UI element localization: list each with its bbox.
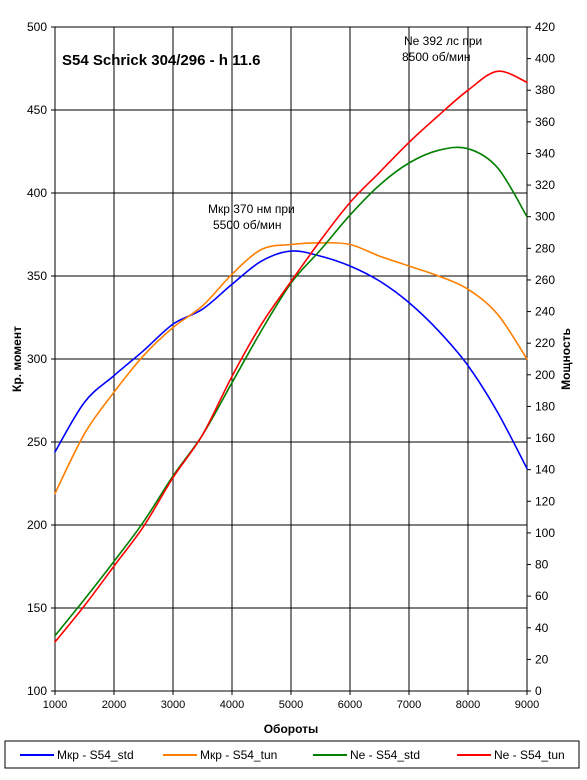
power-peak-annotation-line-1: Ne 392 лс при (404, 34, 482, 48)
series-line-3 (54, 146, 528, 637)
left-y-tick-label: 350 (27, 269, 47, 283)
right-y-tick-label: 0 (535, 684, 542, 698)
x-tick-label: 7000 (397, 699, 421, 711)
x-tick-label: 9000 (515, 699, 539, 711)
right-y-tick-label: 100 (535, 526, 555, 540)
left-axis-title: Кр. момент (10, 326, 24, 392)
series-lines (54, 70, 528, 643)
left-y-tick-label: 150 (27, 601, 47, 615)
right-y-tick-label: 180 (535, 399, 555, 413)
right-y-tick-label: 120 (535, 494, 555, 508)
left-y-tick-label: 250 (27, 435, 47, 449)
right-y-tick-label: 80 (535, 558, 549, 572)
right-y-tick-label: 360 (535, 115, 555, 129)
legend-label-2: Мкр - S54_tun (200, 748, 277, 762)
right-y-tick-label: 20 (535, 652, 549, 666)
x-tick-label: 6000 (338, 699, 362, 711)
x-tick-label: 2000 (102, 699, 126, 711)
right-y-tick-label: 420 (535, 20, 555, 34)
right-y-tick-label: 60 (535, 589, 549, 603)
left-y-tick-label: 400 (27, 186, 47, 200)
left-y-tick-label: 100 (27, 684, 47, 698)
power-peak-annotation-line-2: 8500 об/мин (402, 50, 471, 64)
right-y-tick-label: 140 (535, 463, 555, 477)
x-tick-label: 3000 (161, 699, 185, 711)
legend-label-3: Ne - S54_std (350, 748, 420, 762)
right-y-tick-label: 260 (535, 273, 555, 287)
chart-title: S54 Schrick 304/296 - h 11.6 (62, 52, 260, 69)
x-tick-label: 1000 (43, 699, 67, 711)
x-tick-label: 8000 (456, 699, 480, 711)
series-line-4 (54, 70, 528, 643)
torque-peak-annotation-line-2: 5500 об/мин (213, 218, 282, 232)
torque-peak-annotation-line-1: Мкр 370 нм при (208, 202, 295, 216)
legend-label-4: Ne - S54_tun (494, 748, 565, 762)
left-y-tick-label: 450 (27, 103, 47, 117)
series-line-2 (54, 241, 528, 495)
x-axis-title: Обороты (264, 722, 319, 736)
right-y-tick-label: 380 (535, 83, 555, 97)
series-line-1 (54, 250, 528, 470)
legend-label-1: Мкр - S54_std (57, 748, 134, 762)
power-peak-annotation: Ne 392 лс при 8500 об/мин (402, 34, 482, 64)
left-y-tick-label: 300 (27, 352, 47, 366)
right-y-tick-label: 160 (535, 431, 555, 445)
right-y-tick-label: 300 (535, 210, 555, 224)
torque-peak-annotation: Мкр 370 нм при 5500 об/мин (208, 202, 295, 232)
right-y-tick-label: 200 (535, 368, 555, 382)
legend: Мкр - S54_std Мкр - S54_tun Ne - S54_std Ne… (20, 748, 565, 762)
right-y-tick-label: 280 (535, 241, 555, 255)
right-axis-title: Мощность (559, 328, 573, 390)
right-y-tick-label: 240 (535, 305, 555, 319)
right-y-tick-label: 340 (535, 146, 555, 160)
right-y-tick-label: 40 (535, 621, 549, 635)
right-y-tick-label: 320 (535, 178, 555, 192)
axes: 1000 2000 3000 4000 5000 6000 7000 8000 90001001… (27, 20, 555, 711)
right-y-tick-label: 220 (535, 336, 555, 350)
left-y-tick-label: 500 (27, 20, 47, 34)
x-tick-label: 4000 (220, 699, 244, 711)
right-y-tick-label: 400 (535, 52, 555, 66)
x-tick-label: 5000 (279, 699, 303, 711)
left-y-tick-label: 200 (27, 518, 47, 532)
